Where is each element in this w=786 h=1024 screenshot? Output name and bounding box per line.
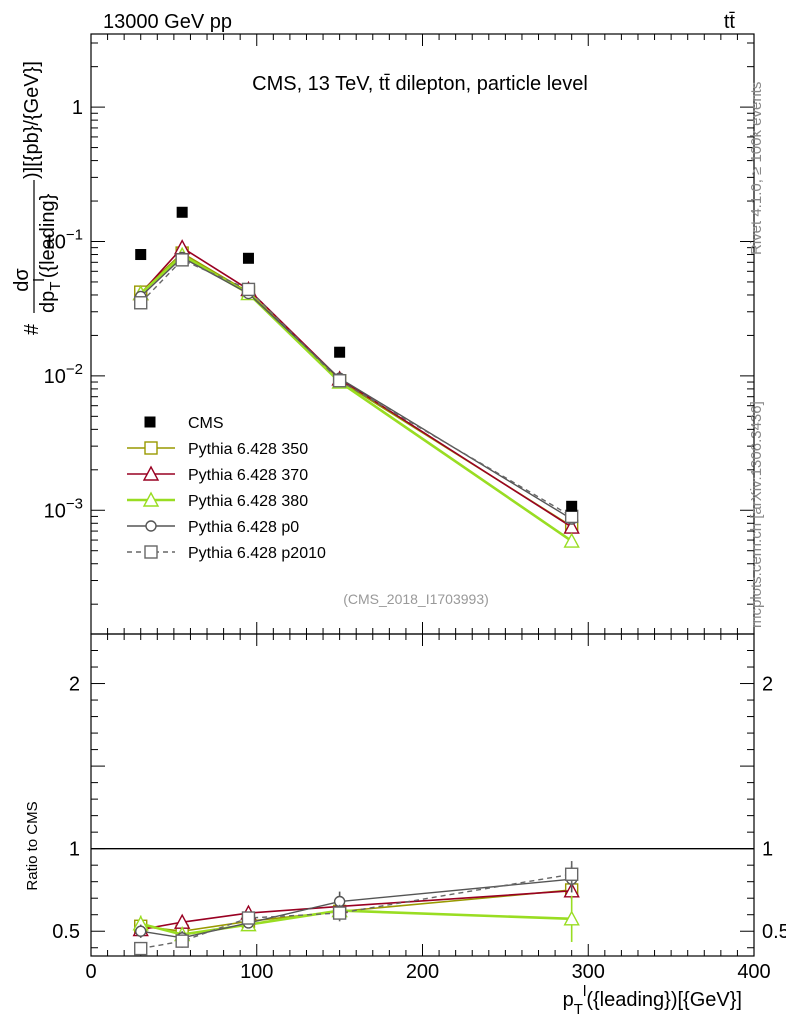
- ratio-tick-label: 2: [69, 674, 80, 696]
- y-tick-base: 10: [44, 500, 66, 522]
- data-marks: [91, 206, 754, 956]
- ratio-marker: [241, 911, 256, 925]
- series-marker: [564, 509, 579, 524]
- x-tick-label: 100: [240, 961, 273, 983]
- rivet-label: Rivet 4.1.0, ≥ 100k events: [748, 82, 765, 255]
- y-axis-label: # dσ dpTl({leading} )][{pb}/{GeV}]: [11, 61, 64, 335]
- svg-text:#: #: [21, 323, 43, 335]
- y-tick-exp: −2: [66, 361, 83, 378]
- svg-text:)][{pb}/{GeV}]: )][{pb}/{GeV}]: [21, 61, 43, 179]
- ratio-marker: [563, 910, 580, 926]
- series-line: [140, 246, 573, 528]
- svg-text:dσ: dσ: [11, 268, 33, 292]
- series-marker: [563, 532, 580, 548]
- legend-label: Pythia 6.428 350: [188, 441, 308, 458]
- legend-cms-label: CMS: [188, 415, 224, 432]
- x-label-main: p: [563, 989, 574, 1011]
- ratio-plot-frame: [90, 633, 755, 957]
- y-label-den-sup: l: [31, 278, 48, 281]
- series-line: [140, 259, 573, 518]
- legend-label: Pythia 6.428 380: [188, 493, 308, 510]
- x-axis-label: pTl({leading})[{GeV}]: [563, 983, 742, 1018]
- ratio-tick-label-right: 0.5: [762, 921, 786, 943]
- legend-label: Pythia 6.428 p2010: [188, 545, 326, 562]
- legend-marker: [145, 520, 157, 532]
- main-plot-frame: [90, 33, 755, 635]
- y-label-numerator: dσ: [11, 268, 33, 292]
- y-tick-label: 10−2: [44, 361, 83, 388]
- ratio-tick-label-right: 2: [762, 674, 773, 696]
- x-tick-label: 400: [737, 961, 770, 983]
- ratio-marker: [135, 925, 147, 937]
- ratio-y-label: Ratio to CMS: [24, 801, 41, 890]
- ratio-marker: [175, 934, 189, 948]
- legend-cms-marker: [144, 416, 156, 428]
- svg-text:dpTl({leading}: dpTl({leading}: [31, 193, 64, 313]
- x-tick-label: 200: [406, 961, 439, 983]
- x-label-sup: l: [583, 983, 586, 1000]
- series-marker: [134, 296, 148, 310]
- ratio-marker: [564, 867, 579, 881]
- analysis-id: (CMS_2018_I1703993): [343, 591, 489, 607]
- cms-data-point: [334, 346, 346, 358]
- ratio-tick-label: 1: [69, 839, 80, 861]
- legend-label: Pythia 6.428 370: [188, 467, 308, 484]
- ratio-marker: [134, 941, 148, 956]
- ratio-line: [140, 878, 572, 939]
- y-tick-label: 10−3: [44, 495, 83, 522]
- y-tick-base: 1: [72, 97, 83, 119]
- header-left: 13000 GeV pp: [103, 11, 232, 33]
- plot-title: CMS, 13 TeV, tt̄ dilepton, particle leve…: [252, 73, 588, 95]
- ratio-tick-label: 0.5: [52, 921, 80, 943]
- legend-marker: [142, 465, 160, 481]
- y-label-den-sub: T: [47, 282, 64, 291]
- y-label-tail: )][{pb}/{GeV}]: [21, 61, 43, 179]
- y-tick-base: 10: [44, 366, 66, 388]
- y-tick-label: 10−1: [44, 226, 83, 253]
- cms-data-point: [242, 252, 254, 264]
- y-tick-base: 10: [44, 231, 66, 253]
- legend-marker: [144, 441, 158, 455]
- y-tick-exp: −1: [66, 226, 83, 243]
- mcplots-label: mcplots.cern.ch [arXiv:1306.3436]: [748, 401, 765, 628]
- y-tick-label: 1: [72, 97, 83, 119]
- cms-data-point: [176, 206, 188, 218]
- x-tick-label: 300: [572, 961, 605, 983]
- x-label-rest: ({leading})[{GeV}]: [586, 989, 742, 1011]
- header-right: tt̄: [724, 11, 736, 33]
- series-marker: [332, 374, 347, 388]
- series-marker: [241, 282, 256, 297]
- legend-marker: [142, 491, 160, 507]
- y-tick-exp: −3: [66, 495, 83, 512]
- cms-data-point: [566, 500, 578, 512]
- ratio-tick-label-right: 1: [762, 839, 773, 861]
- series-marker: [175, 253, 189, 267]
- ratio-marker: [332, 906, 347, 920]
- ratio-line: [140, 909, 572, 936]
- x-tick-label: 0: [85, 961, 96, 983]
- legend-label: Pythia 6.428 p0: [188, 519, 299, 536]
- x-label-sub: T: [574, 1001, 583, 1018]
- legend: CMS Pythia 6.428 350 Pythia 6.428 370 Pythi…: [127, 415, 326, 562]
- legend-marker: [144, 545, 158, 559]
- y-label-den: dp: [37, 291, 59, 313]
- y-label-den-rest: ({leading}: [37, 193, 59, 278]
- y-label-hash: #: [21, 323, 43, 335]
- cms-data-point: [135, 249, 147, 261]
